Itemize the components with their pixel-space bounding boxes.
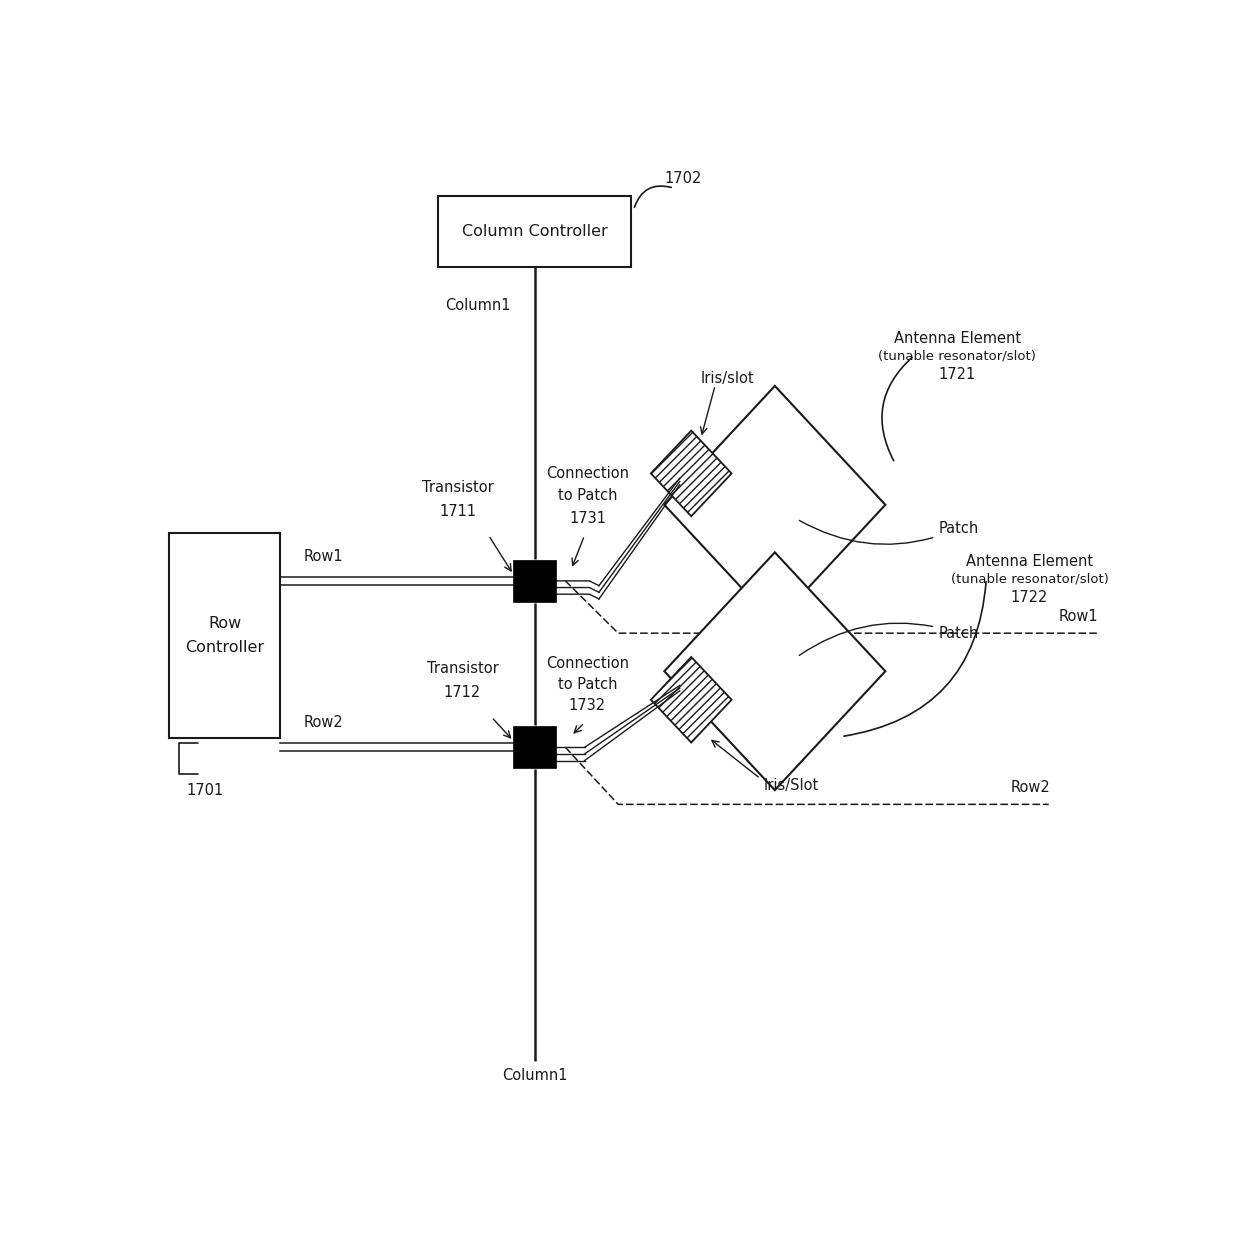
Polygon shape (665, 385, 885, 624)
Text: Antenna Element: Antenna Element (894, 331, 1021, 346)
Text: 1731: 1731 (569, 511, 606, 526)
Bar (513, 726, 556, 768)
Bar (439, 196, 631, 267)
Text: Row1: Row1 (1059, 609, 1099, 624)
Text: Row2: Row2 (304, 715, 343, 730)
Text: Transistor: Transistor (422, 480, 494, 495)
Text: 1732: 1732 (569, 698, 606, 713)
Text: Patch: Patch (800, 520, 978, 545)
Text: 1712: 1712 (444, 684, 481, 700)
Text: 1702: 1702 (665, 172, 702, 186)
Text: Iris/slot: Iris/slot (701, 370, 754, 385)
Text: (tunable resonator/slot): (tunable resonator/slot) (878, 350, 1037, 362)
Text: Antenna Element: Antenna Element (966, 555, 1094, 569)
Text: Connection: Connection (546, 466, 629, 482)
Text: Row
Controller: Row Controller (185, 616, 264, 656)
Text: to Patch: to Patch (558, 488, 618, 503)
Text: 1701: 1701 (187, 783, 224, 799)
Text: Column1: Column1 (502, 1068, 568, 1083)
Text: 1721: 1721 (939, 367, 976, 382)
Text: Transistor: Transistor (427, 661, 498, 676)
Text: Connection: Connection (546, 656, 629, 672)
Bar (170, 534, 280, 737)
Text: Row1: Row1 (304, 548, 343, 563)
Text: 1711: 1711 (439, 504, 476, 519)
Text: to Patch: to Patch (558, 677, 618, 692)
Bar (513, 559, 556, 601)
Polygon shape (651, 431, 732, 516)
Polygon shape (651, 657, 732, 742)
Text: Column Controller: Column Controller (461, 224, 608, 238)
Text: Column1: Column1 (445, 298, 511, 312)
Text: (tunable resonator/slot): (tunable resonator/slot) (951, 573, 1109, 585)
Text: Iris/Slot: Iris/Slot (764, 778, 818, 793)
Polygon shape (665, 552, 885, 790)
Text: 1722: 1722 (1011, 589, 1048, 605)
Text: Row2: Row2 (1011, 779, 1050, 795)
Text: Patch: Patch (800, 624, 978, 656)
